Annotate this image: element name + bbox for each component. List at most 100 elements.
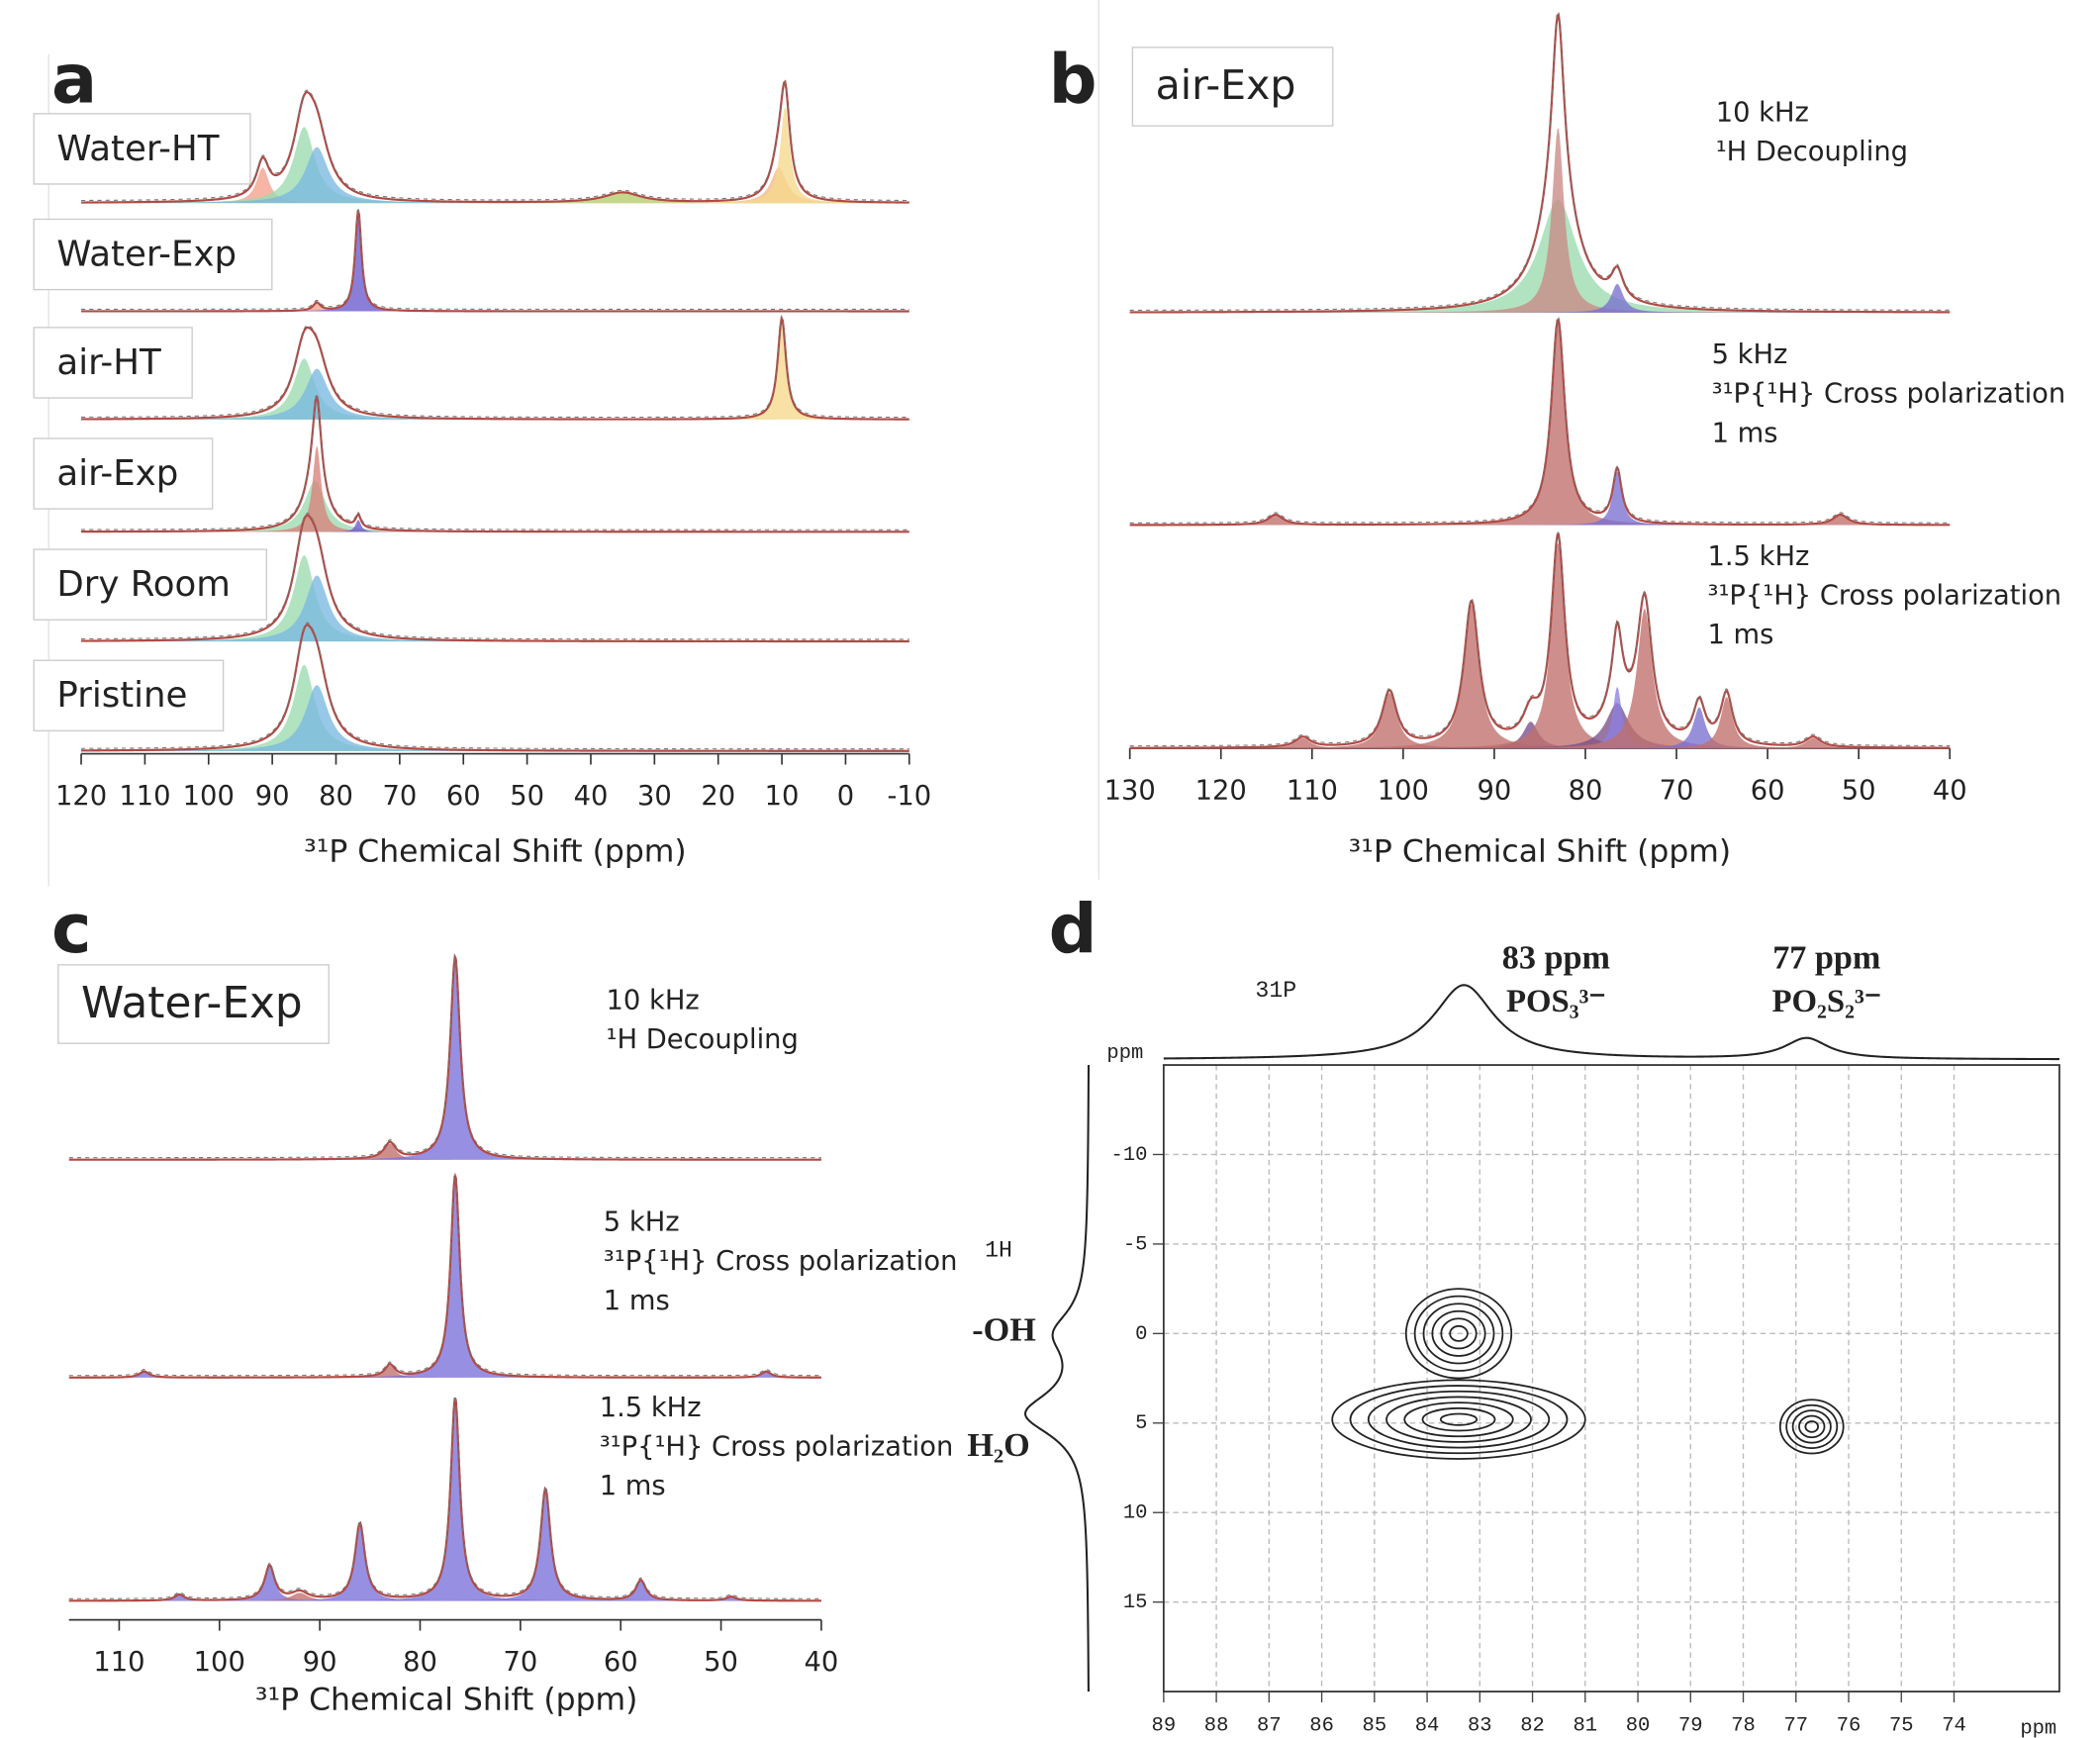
x-tick-label: 100: [183, 781, 235, 812]
fit-envelope: [81, 210, 909, 313]
x-axis-label: ³¹P Chemical Shift (ppm): [304, 833, 687, 869]
fit-envelope: [68, 1175, 821, 1379]
fit-envelope: [1129, 532, 1951, 749]
proton-label: -OH: [972, 1312, 1036, 1349]
experimental-trace: [81, 78, 909, 202]
peak-component: [81, 664, 909, 751]
x-tick-label: 50: [510, 781, 544, 812]
x-tick-label: 83: [1468, 1715, 1492, 1738]
contour-line: [1804, 1420, 1820, 1433]
trace-annotation: ³¹P{¹H} Cross polarization: [1712, 379, 2066, 410]
x-tick-label: 90: [303, 1647, 337, 1678]
trace-annotation: ³¹P{¹H} Cross polarization: [600, 1431, 954, 1462]
x-tick-label: -10: [887, 781, 931, 812]
fit-envelope: [81, 395, 909, 533]
experimental-trace: [81, 315, 909, 419]
x-tick-label: 89: [1152, 1715, 1177, 1738]
x-tick-label: 87: [1257, 1715, 1282, 1738]
experimental-trace: [81, 622, 909, 750]
y-tick-label: -5: [1123, 1233, 1148, 1256]
sample-box: [1131, 47, 1334, 127]
y-tick-label: 15: [1123, 1592, 1148, 1614]
y-tick-label: -10: [1111, 1144, 1148, 1167]
trace-annotation: 1.5 kHz: [1707, 541, 1809, 572]
trace-annotation: 1.5 kHz: [600, 1393, 702, 1423]
trace-annotation: 1 ms: [1707, 620, 1773, 650]
panel-letter: a: [51, 41, 97, 119]
contour-line: [1440, 1317, 1478, 1350]
experimental-trace: [81, 208, 909, 310]
x-tick-label: 110: [1287, 775, 1338, 806]
y-tick-label: 10: [1123, 1502, 1148, 1525]
x-tick-label: 79: [1678, 1715, 1703, 1738]
sample-label: Water-Exp: [81, 978, 303, 1028]
trace-label: air-Exp: [56, 453, 178, 494]
sample-label: air-Exp: [1156, 61, 1296, 109]
plot-frame: [1162, 1064, 2060, 1692]
contour-line: [1785, 1403, 1839, 1449]
contour-line: [1421, 1406, 1496, 1432]
x-tick-label: 80: [1626, 1715, 1651, 1738]
trace-label: Dry Room: [56, 564, 230, 605]
contour-line: [1439, 1412, 1479, 1426]
peak-shift-label: 77 ppm: [1772, 940, 1880, 977]
peak-species-label: POS₃³⁻: [1506, 984, 1606, 1019]
x-tick-label: 88: [1204, 1715, 1229, 1738]
x-tick-label: 77: [1783, 1715, 1808, 1738]
x-tick-label: 75: [1889, 1715, 1914, 1738]
x-tick-label: 100: [1378, 775, 1429, 806]
experimental-trace: [1129, 531, 1951, 747]
trace-annotation: 5 kHz: [604, 1207, 680, 1238]
x-tick-label: 20: [701, 781, 735, 812]
x-tick-label: 40: [574, 781, 609, 812]
x-tick-label: 60: [1751, 775, 1785, 806]
panel-letter: c: [51, 891, 92, 969]
x-tick-label: 40: [1933, 775, 1967, 806]
trace-label-box: [33, 548, 268, 621]
x-tick-label: 85: [1363, 1715, 1387, 1738]
x-tick-label: 40: [805, 1647, 839, 1678]
peak-component: [1129, 199, 1951, 313]
x-axis-label: ³¹P Chemical Shift (ppm): [1349, 833, 1732, 869]
contour-line: [1403, 1401, 1514, 1438]
trace-annotation: 1 ms: [1712, 418, 1778, 448]
x-tick-label: 80: [403, 1647, 437, 1678]
trace-annotation: 5 kHz: [1712, 339, 1788, 370]
x-tick-label: 60: [446, 781, 481, 812]
x-tick-label: 70: [382, 781, 417, 812]
trace-annotation: ¹H Decoupling: [607, 1024, 799, 1055]
peak-component: [81, 555, 909, 642]
trace-label: Water-Exp: [56, 234, 237, 274]
trace-label: Pristine: [56, 675, 187, 716]
contour-line: [1778, 1399, 1845, 1455]
x-tick-label: 81: [1573, 1715, 1597, 1738]
trace-label-box: [33, 659, 225, 732]
projection-31p: [1163, 984, 2059, 1061]
trace-annotation: 1 ms: [604, 1286, 670, 1316]
trace-label-box: [33, 218, 273, 291]
fit-envelope: [1129, 13, 1951, 314]
trace-label-box: [33, 437, 214, 510]
experimental-trace: [68, 1173, 821, 1377]
trace-label-box: [33, 327, 193, 399]
trace-annotation: ¹H Decoupling: [1716, 137, 1908, 167]
peak-component: [1129, 737, 1951, 749]
x-axis-label: ppm: [2020, 1717, 2056, 1738]
projection-1h: [1024, 1065, 1091, 1692]
fit-envelope: [81, 315, 909, 421]
x-tick-label: 110: [119, 781, 170, 812]
trace-annotation: ³¹P{¹H} Cross polarization: [604, 1246, 958, 1277]
x-tick-label: 82: [1520, 1715, 1545, 1738]
x-tick-label: 100: [194, 1647, 245, 1678]
contour-line: [1798, 1414, 1826, 1439]
x-tick-label: 70: [1660, 775, 1694, 806]
proton-label: H₂O: [967, 1427, 1029, 1464]
contour-line: [1422, 1303, 1495, 1365]
sample-box: [57, 964, 330, 1044]
contour-line: [1413, 1295, 1504, 1372]
trace-annotation: ³¹P{¹H} Cross polarization: [1707, 580, 2061, 611]
x-nucleus: 31P: [1255, 978, 1296, 1004]
contour-line: [1404, 1288, 1513, 1380]
